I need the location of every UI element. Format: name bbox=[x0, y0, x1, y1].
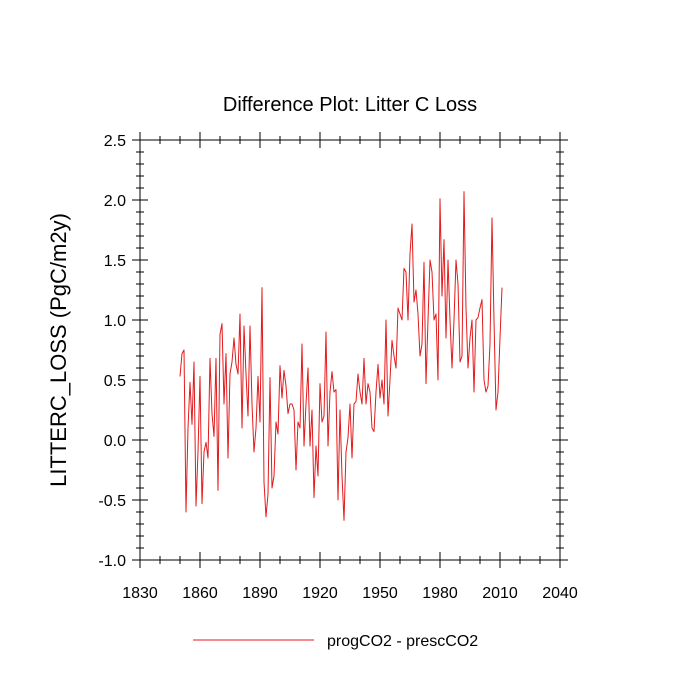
y-tick-label: -1.0 bbox=[98, 553, 126, 570]
y-tick-label: 1.0 bbox=[104, 313, 126, 330]
legend: progCO2 - prescCO2 bbox=[193, 633, 478, 650]
legend-label: progCO2 - prescCO2 bbox=[327, 633, 478, 650]
y-axis-label: LITTERC_LOSS (PgC/m2y) bbox=[46, 213, 71, 487]
y-tick-label: 0.0 bbox=[104, 433, 126, 450]
chart-title: Difference Plot: Litter C Loss bbox=[223, 94, 477, 116]
series-layer bbox=[179, 191, 503, 521]
y-axis: -1.0 -0.5 0.0 0.5 1.0 1.5 2.0 2.5 bbox=[98, 133, 568, 570]
x-axis: 1830 1860 1890 1920 1950 1980 2010 2040 bbox=[122, 132, 578, 602]
x-tick-label: 2010 bbox=[482, 585, 518, 602]
x-tick-label: 1860 bbox=[182, 585, 218, 602]
series-line bbox=[179, 191, 503, 521]
y-tick-label: 2.0 bbox=[104, 193, 126, 210]
x-tick-label: 1980 bbox=[422, 585, 458, 602]
y-tick-label: 2.5 bbox=[104, 133, 126, 150]
x-tick-label: 1830 bbox=[122, 585, 158, 602]
plot-frame bbox=[139, 139, 561, 561]
y-tick-label: 1.5 bbox=[104, 253, 126, 270]
x-tick-label: 2040 bbox=[542, 585, 578, 602]
x-tick-label: 1950 bbox=[362, 585, 398, 602]
x-tick-label: 1920 bbox=[302, 585, 338, 602]
y-tick-label: -0.5 bbox=[98, 493, 126, 510]
x-tick-label: 1890 bbox=[242, 585, 278, 602]
y-tick-label: 0.5 bbox=[104, 373, 126, 390]
